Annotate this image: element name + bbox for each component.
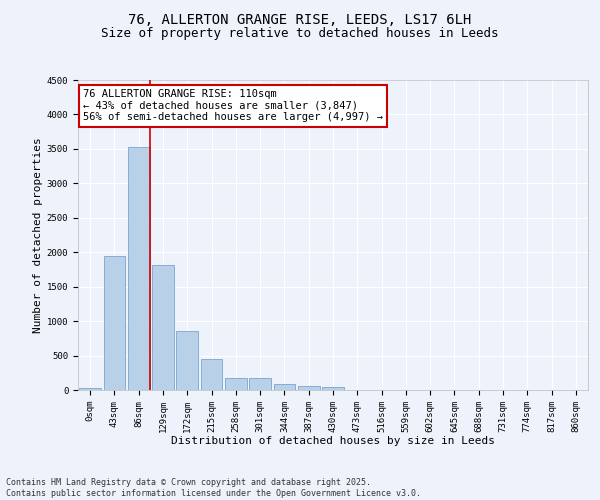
Text: Size of property relative to detached houses in Leeds: Size of property relative to detached ho… [101,28,499,40]
Bar [104,256,125,390]
Bar [322,387,344,390]
Bar [176,331,198,390]
Bar [225,378,247,390]
Bar [79,388,101,390]
Y-axis label: Number of detached properties: Number of detached properties [32,137,43,333]
Text: 76 ALLERTON GRANGE RISE: 110sqm
← 43% of detached houses are smaller (3,847)
56%: 76 ALLERTON GRANGE RISE: 110sqm ← 43% of… [83,90,383,122]
Text: Contains HM Land Registry data © Crown copyright and database right 2025.
Contai: Contains HM Land Registry data © Crown c… [6,478,421,498]
Bar [298,386,320,390]
Bar [274,384,295,390]
Text: 76, ALLERTON GRANGE RISE, LEEDS, LS17 6LH: 76, ALLERTON GRANGE RISE, LEEDS, LS17 6L… [128,12,472,26]
X-axis label: Distribution of detached houses by size in Leeds: Distribution of detached houses by size … [171,436,495,446]
Bar [128,147,149,390]
Bar [152,266,174,390]
Bar [249,378,271,390]
Bar [200,359,223,390]
